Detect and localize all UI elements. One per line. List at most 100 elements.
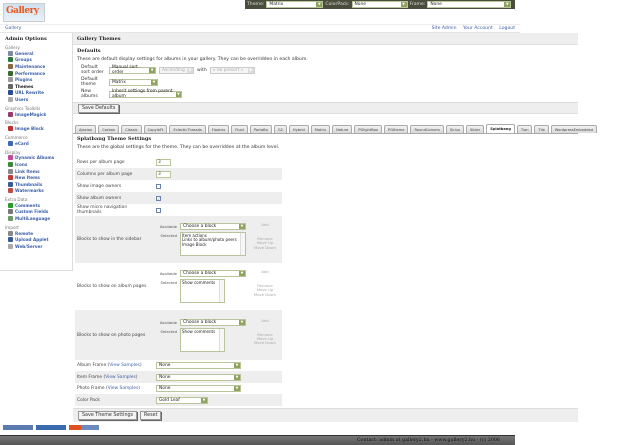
frame-select[interactable]: None ▼ — [427, 1, 512, 8]
sidebar-available-block-select[interactable]: Choose a block ▼ — [180, 223, 246, 230]
album-frame-select[interactable]: None ▼ — [156, 362, 241, 369]
scrollbar[interactable] — [219, 280, 224, 302]
sidebar-item-new-items[interactable]: New Items — [5, 174, 67, 181]
color-pack-select[interactable]: Gold Leaf ▼ — [156, 396, 208, 404]
sidebar-item-link-items[interactable]: Link Items — [5, 168, 67, 175]
sidebar-item-multilanguage[interactable]: MultiLanguage — [5, 215, 67, 222]
tab-slider[interactable]: Slider — [466, 125, 485, 133]
photo-selected-blocks-list[interactable]: Show comments — [180, 327, 225, 352]
tab-carbon[interactable]: Carbon — [98, 125, 120, 133]
photo-move-down-button[interactable]: Move Down — [253, 340, 277, 346]
album-move-up-button[interactable]: Move Up — [256, 287, 274, 293]
sidebar-item-plugins[interactable]: Plugins — [5, 76, 67, 83]
selected-block-item[interactable]: Show comments — [182, 280, 216, 285]
photo-frame-view-samples-link[interactable]: View Samples — [107, 386, 139, 391]
photo-available-block-select[interactable]: Choose a block ▼ — [180, 318, 246, 326]
scrollbar[interactable] — [219, 328, 224, 351]
sidebar-item-ecard[interactable]: eCard — [5, 140, 67, 147]
album-available-block-select[interactable]: Choose a block ▼ — [180, 270, 246, 277]
sidebar-item-remote[interactable]: Remote — [5, 230, 67, 237]
tab-tion[interactable]: Tion — [516, 125, 533, 133]
tab-classic[interactable]: Classic — [121, 125, 142, 133]
tab-eclecticthreads[interactable]: EclecticThreads — [169, 125, 206, 133]
album-add-button[interactable]: Add — [261, 269, 269, 274]
tab-tile[interactable]: Tile — [534, 125, 549, 133]
new-albums-select[interactable]: Inherit settings from parent album ▼ — [109, 89, 182, 99]
tab-roundcorners[interactable]: RoundCorners — [410, 125, 444, 133]
photo-move-up-button[interactable]: Move Up — [256, 335, 274, 341]
save-defaults-button[interactable]: Save Defaults — [78, 103, 120, 113]
save-theme-settings-button[interactable]: Save Theme Settings — [78, 411, 138, 420]
site-admin-link[interactable]: Site Admin — [431, 26, 457, 31]
sort-direction-select[interactable]: Ascending ▼ — [159, 66, 194, 74]
selected-block-item[interactable]: Item actions — [182, 233, 207, 238]
default-theme-select[interactable]: Matrix ▼ — [109, 78, 158, 86]
sidebar-item-maintenance[interactable]: Maintenance — [5, 63, 67, 70]
image-owners-checkbox[interactable] — [156, 183, 161, 189]
theme-select[interactable]: Matrix ▼ — [266, 1, 324, 8]
tab-pgtheme[interactable]: PGtheme — [383, 125, 409, 133]
album-frame-view-samples-link[interactable]: View Samples — [109, 363, 140, 368]
sidebar-selected-blocks-list[interactable]: Item actions Links to album/photo peers Im… — [180, 232, 246, 256]
sidebar-item-general[interactable]: General — [5, 50, 67, 57]
tab-copyleft[interactable]: CopyleFt — [143, 125, 168, 133]
sidebar-item-imagemagick[interactable]: ImageMagick — [5, 111, 67, 118]
sidebar-item-upload-applet[interactable]: Upload Applet — [5, 236, 67, 243]
tab-wordpressembedded[interactable]: WordpressEmbedded — [550, 125, 597, 133]
item-frame-view-samples-link[interactable]: View Samples — [105, 374, 136, 380]
sidebar-item-thumbnails[interactable]: Thumbnails — [5, 181, 67, 188]
item-frame-select[interactable]: None ▼ — [156, 373, 241, 381]
sidebar-item-users[interactable]: Users — [5, 96, 67, 103]
your-account-link[interactable]: Your Account — [462, 26, 493, 31]
sidebar-item-performance[interactable]: Performance — [5, 70, 67, 77]
selected-block-item[interactable]: Links to album/photo peers — [182, 237, 237, 243]
tab-portabo[interactable]: PortaBo — [249, 125, 272, 133]
tab-hybrid[interactable]: Hybrid — [288, 125, 309, 133]
sort-order-select[interactable]: Manual sort order ▼ — [109, 65, 156, 75]
micro-nav-checkbox[interactable] — [156, 207, 161, 213]
sidebar-add-button[interactable]: Add — [261, 222, 269, 227]
presort-select[interactable]: « no presort » ▼ — [209, 66, 255, 74]
sidebar-item-watermarks[interactable]: Watermarks — [5, 188, 67, 195]
logout-link[interactable]: Logout — [499, 26, 515, 31]
sidebar-move-up-button[interactable]: Move Up — [256, 240, 274, 246]
album-selected-blocks-list[interactable]: Show comments — [180, 279, 225, 303]
tab-nature[interactable]: Nature — [332, 125, 353, 133]
photo-add-button[interactable]: Add — [261, 317, 269, 323]
sidebar-item-themes[interactable]: Themes — [5, 83, 67, 90]
rows-input[interactable]: 3 — [156, 159, 171, 166]
tab-pglightbox[interactable]: PGlightBox — [354, 125, 382, 133]
photo-frame-select[interactable]: None ▼ — [156, 385, 241, 392]
tab-splatbang[interactable]: Splatbang — [486, 124, 515, 133]
tab-fluid[interactable]: Fluid — [231, 125, 248, 133]
sidebar-move-down-button[interactable]: Move Down — [253, 244, 277, 250]
tab-matrix[interactable]: Matrix — [310, 125, 331, 133]
sidebar-item-icons[interactable]: Icons — [5, 161, 67, 168]
badge-icon[interactable] — [69, 425, 99, 430]
badge-icon[interactable] — [3, 425, 33, 430]
sidebar-item-web-server[interactable]: Web/Server — [5, 243, 67, 250]
sidebar-item-dynamic-albums[interactable]: Dynamic Albums — [5, 155, 67, 162]
breadcrumb-gallery[interactable]: Gallery — [5, 26, 22, 31]
badge-icon[interactable] — [36, 425, 66, 430]
reset-button[interactable]: Reset — [140, 411, 162, 420]
sidebar-item-url-rewrite[interactable]: URL Rewrite — [5, 90, 67, 97]
sidebar-item-custom-fields[interactable]: Custom Fields — [5, 209, 67, 216]
sidebar-item-groups[interactable]: Groups — [5, 57, 67, 64]
album-move-down-button[interactable]: Move Down — [253, 291, 277, 297]
gallery-logo[interactable]: Gallery — [3, 3, 45, 22]
scrollbar[interactable] — [240, 233, 245, 255]
columns-input[interactable]: 3 — [156, 170, 171, 178]
selected-block-item[interactable]: Show comments — [182, 328, 216, 334]
sidebar-item-image-block[interactable]: Image Block — [5, 125, 67, 132]
tab-g2[interactable]: G2 — [273, 125, 287, 133]
colorpack-select[interactable]: None ▼ — [351, 1, 408, 8]
album-owners-checkbox[interactable]: ✓ — [156, 195, 161, 201]
tab-ajaxian[interactable]: Ajaxian — [75, 125, 97, 133]
sidebar-remove-button[interactable]: Remove — [257, 236, 273, 241]
album-remove-button[interactable]: Remove — [257, 283, 273, 288]
photo-remove-button[interactable]: Remove — [257, 331, 273, 337]
selected-block-item[interactable]: Image Block — [182, 241, 207, 247]
tab-siriux[interactable]: Siriux — [445, 125, 464, 133]
sidebar-item-comments[interactable]: Comments — [5, 202, 67, 209]
